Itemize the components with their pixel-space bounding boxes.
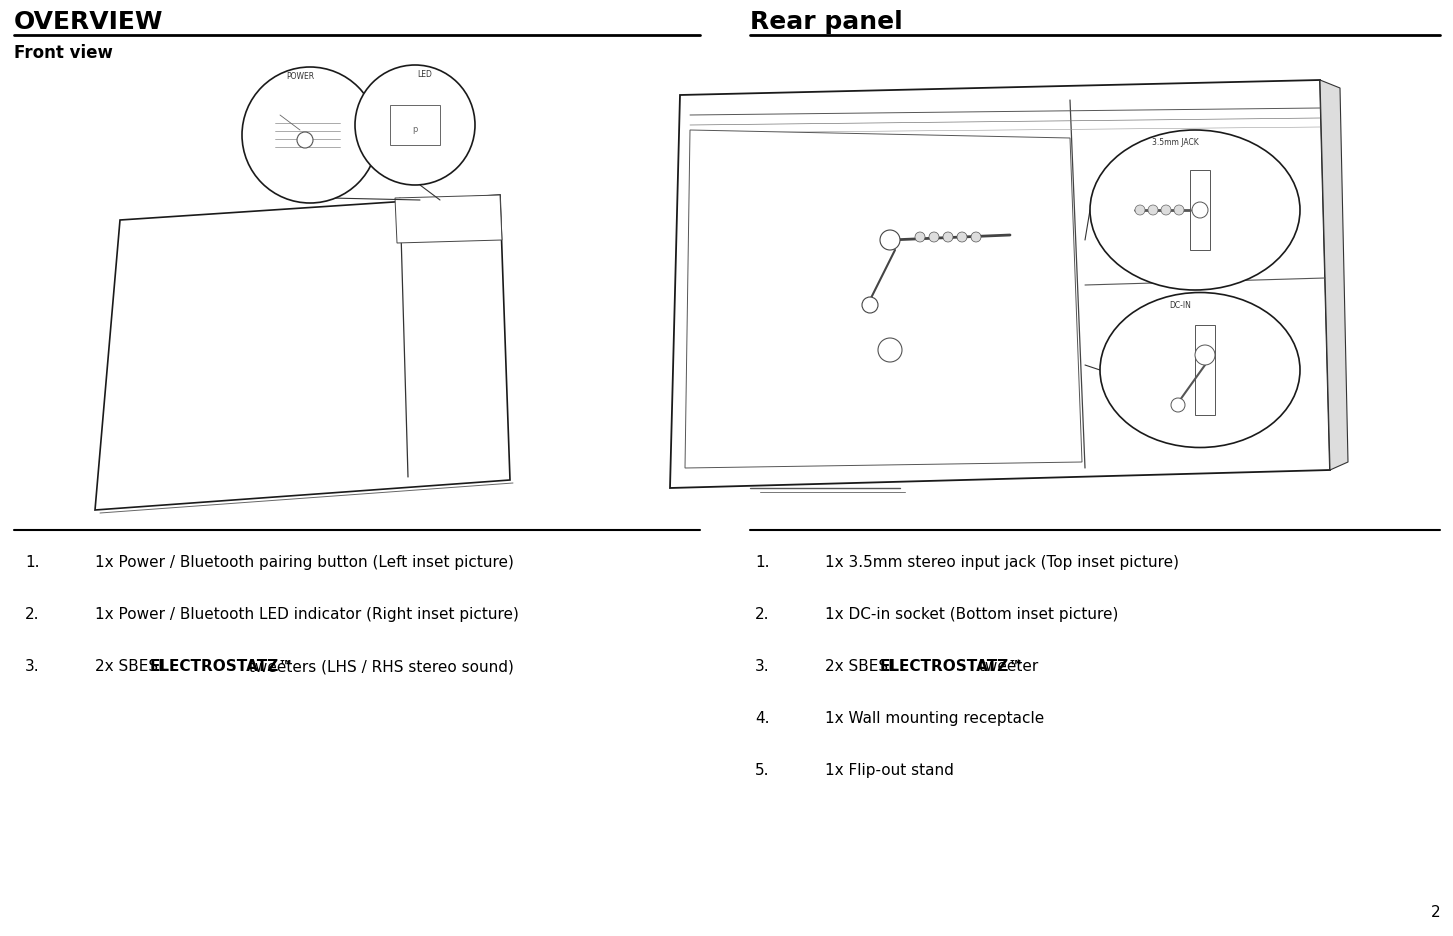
Circle shape (355, 65, 475, 185)
Text: LED: LED (417, 70, 433, 79)
Circle shape (243, 67, 378, 203)
Text: 5.: 5. (756, 763, 770, 778)
Text: 1.: 1. (25, 555, 39, 570)
Circle shape (878, 338, 902, 362)
Text: 3.: 3. (756, 659, 770, 674)
Ellipse shape (1100, 292, 1300, 447)
Text: 1x 3.5mm stereo input jack (Top inset picture): 1x 3.5mm stereo input jack (Top inset pi… (825, 555, 1178, 570)
Text: 2: 2 (1430, 905, 1440, 920)
Circle shape (1191, 202, 1207, 218)
Circle shape (1171, 398, 1186, 412)
Text: 2.: 2. (756, 607, 770, 622)
Polygon shape (670, 80, 1329, 488)
Circle shape (958, 232, 968, 242)
Text: 1x Power / Bluetooth pairing button (Left inset picture): 1x Power / Bluetooth pairing button (Lef… (94, 555, 514, 570)
Text: 2.: 2. (25, 607, 39, 622)
Text: ELECTROSTATZ™: ELECTROSTATZ™ (150, 659, 295, 674)
Text: 1x DC-in socket (Bottom inset picture): 1x DC-in socket (Bottom inset picture) (825, 607, 1119, 622)
Text: DC-IN: DC-IN (1170, 301, 1191, 310)
Circle shape (296, 132, 312, 148)
Circle shape (1194, 345, 1215, 365)
Text: Rear panel: Rear panel (750, 10, 902, 34)
Circle shape (1148, 205, 1158, 215)
Text: 3.: 3. (25, 659, 39, 674)
Text: 1x Wall mounting receptacle: 1x Wall mounting receptacle (825, 711, 1045, 726)
Circle shape (943, 232, 953, 242)
Text: POWER: POWER (286, 72, 314, 81)
Text: Front view: Front view (15, 44, 113, 62)
Circle shape (1135, 205, 1145, 215)
Text: p: p (413, 125, 417, 135)
Text: tweeters (LHS / RHS stereo sound): tweeters (LHS / RHS stereo sound) (244, 659, 513, 674)
Circle shape (881, 230, 899, 250)
Text: OVERVIEW: OVERVIEW (15, 10, 164, 34)
Text: 2x SBESL: 2x SBESL (94, 659, 171, 674)
Polygon shape (1319, 80, 1348, 470)
Circle shape (928, 232, 939, 242)
Polygon shape (1194, 325, 1215, 415)
Text: 4.: 4. (756, 711, 770, 726)
Polygon shape (94, 195, 510, 510)
Circle shape (971, 232, 981, 242)
Polygon shape (389, 105, 440, 145)
Text: tweeter: tweeter (974, 659, 1037, 674)
Ellipse shape (1090, 130, 1300, 290)
Text: 2x SBESL: 2x SBESL (825, 659, 901, 674)
Text: 1.: 1. (756, 555, 770, 570)
Circle shape (862, 297, 878, 313)
Polygon shape (1190, 170, 1210, 250)
Text: 1x Power / Bluetooth LED indicator (Right inset picture): 1x Power / Bluetooth LED indicator (Righ… (94, 607, 519, 622)
Text: ELECTROSTATZ™: ELECTROSTATZ™ (881, 659, 1024, 674)
Circle shape (915, 232, 926, 242)
Polygon shape (395, 195, 501, 243)
Circle shape (1174, 205, 1184, 215)
Circle shape (1161, 205, 1171, 215)
Polygon shape (684, 130, 1082, 468)
Text: 1x Flip-out stand: 1x Flip-out stand (825, 763, 953, 778)
Text: 3.5mm JACK: 3.5mm JACK (1152, 138, 1199, 147)
